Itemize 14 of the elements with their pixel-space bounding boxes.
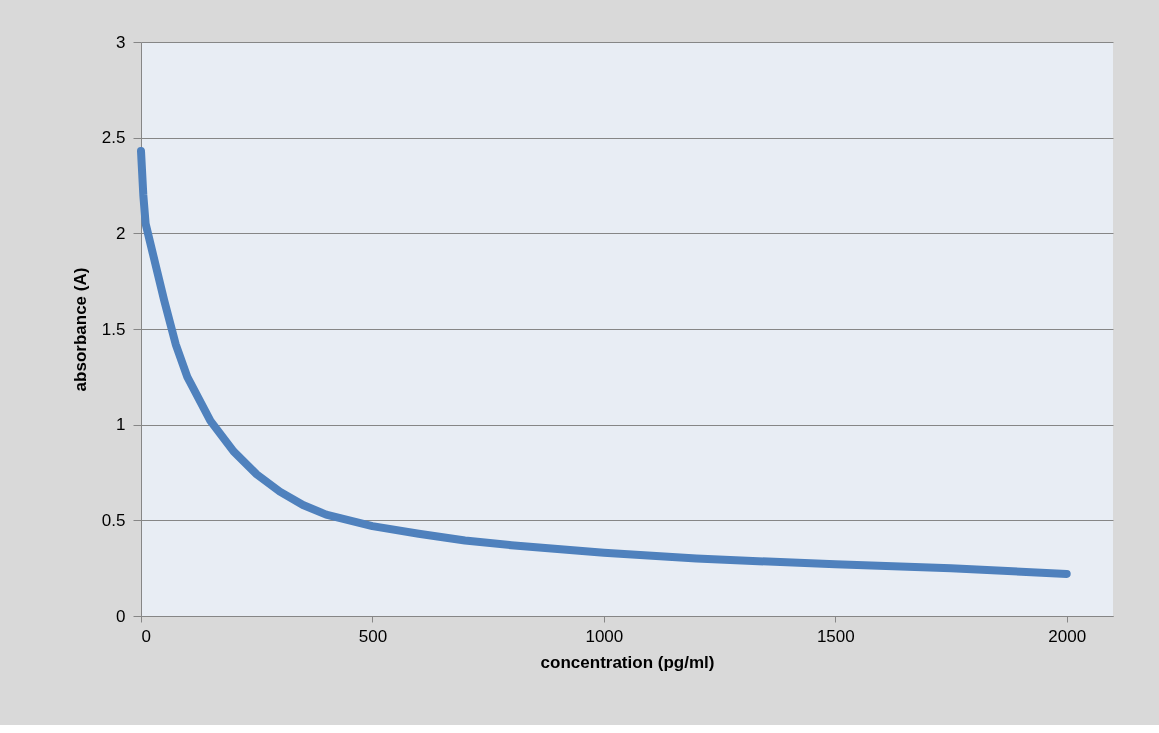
x-tick-label: 0 xyxy=(141,626,151,646)
y-tick-label: 0.5 xyxy=(101,510,126,530)
y-tick-label: 2.5 xyxy=(101,128,126,148)
x-tick-label: 1000 xyxy=(585,626,624,646)
x-tick-label: 1500 xyxy=(816,626,855,646)
y-tick-label: 2 xyxy=(116,223,126,243)
y-tick-label: 1.5 xyxy=(101,319,126,339)
y-tick-label: 0 xyxy=(116,606,126,626)
y-tick-label: 3 xyxy=(116,32,126,52)
y-axis-title: absorbance (A) xyxy=(70,267,90,392)
x-tick-label: 2000 xyxy=(1048,626,1087,646)
x-tick-label: 500 xyxy=(358,626,388,646)
x-axis-title: concentration (pg/ml) xyxy=(540,652,715,672)
y-tick-label: 1 xyxy=(116,415,126,435)
